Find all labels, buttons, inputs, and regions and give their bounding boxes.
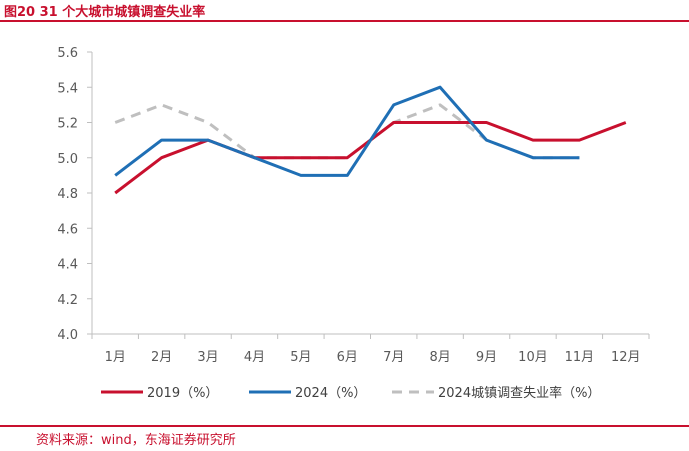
y-tick-label: 5.6 (57, 46, 78, 61)
title-divider (0, 20, 689, 22)
chart-axes: 4.0 4.2 4.4 4.6 4.8 5.0 5.2 5.4 5.6 1月 2月 3月 4月 5月 6月 7… (57, 46, 650, 365)
legend: 2019（%） 2024（%） 2024城镇调查失业率（%） (101, 385, 600, 401)
legend-label: 2019（%） (147, 386, 218, 401)
chart-title: 图20 31 个大城市城镇调查失业率 (4, 5, 206, 20)
y-tick-label: 4.8 (57, 187, 78, 202)
x-tick-label: 10月 (518, 350, 548, 365)
x-tick-label: 12月 (611, 350, 641, 365)
y-tick-label: 4.2 (57, 293, 78, 308)
legend-label: 2024城镇调查失业率（%） (438, 385, 600, 401)
x-tick-label: 7月 (383, 350, 404, 365)
y-tick-label: 5.4 (57, 81, 78, 96)
source-note: 资料来源：wind，东海证券研究所 (36, 433, 236, 448)
x-tick-label: 2月 (151, 350, 172, 365)
y-tick-label: 4.0 (57, 328, 78, 343)
x-tick-label: 9月 (476, 350, 497, 365)
series-layer (114, 85, 627, 195)
x-tick-label: 11月 (565, 350, 595, 365)
x-tick-label: 1月 (105, 350, 126, 365)
y-tick-label: 5.0 (57, 152, 78, 167)
line-chart: 4.0 4.2 4.4 4.6 4.8 5.0 5.2 5.4 5.6 1月 2月 3月 4月 5月 6月 7… (57, 46, 650, 401)
footer-divider (0, 425, 689, 427)
x-tick-label: 6月 (337, 350, 358, 365)
legend-label: 2024（%） (295, 386, 366, 401)
x-tick-label: 3月 (197, 350, 218, 365)
x-tick-label: 5月 (290, 350, 311, 365)
x-tick-label: 4月 (244, 350, 265, 365)
series-line (114, 85, 580, 177)
y-tick-label: 4.4 (57, 258, 78, 273)
y-tick-label: 5.2 (57, 117, 78, 132)
x-tick-label: 8月 (429, 350, 450, 365)
y-tick-label: 4.6 (57, 222, 78, 237)
